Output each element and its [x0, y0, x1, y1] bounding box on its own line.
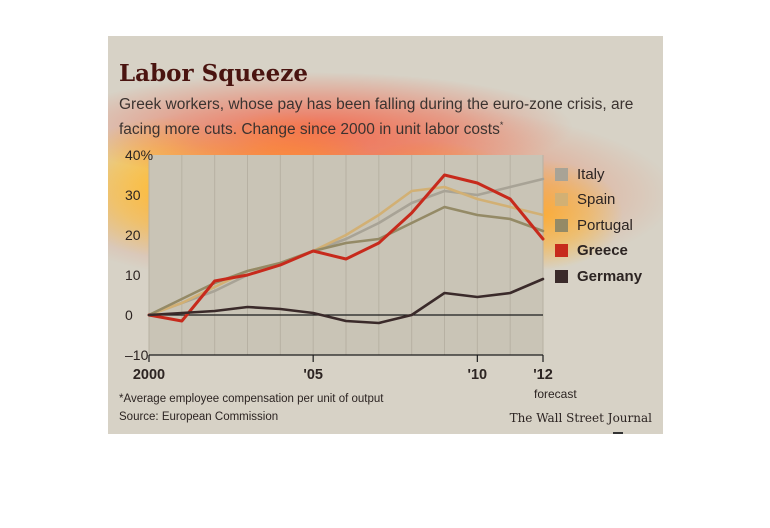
- subtitle-footnote-mark: *: [499, 120, 504, 130]
- chart-title: Labor Squeeze: [119, 60, 308, 87]
- footnote: *Average employee compensation per unit …: [119, 393, 384, 405]
- legend-label: Germany: [577, 267, 643, 285]
- legend-item: Greece: [555, 242, 628, 260]
- x-tick-label: '12: [533, 367, 553, 383]
- forecast-label: forecast: [534, 387, 577, 401]
- legend-label: Spain: [577, 191, 616, 208]
- series-line-greece: [147, 173, 545, 323]
- legend-label: Italy: [577, 165, 605, 183]
- legend-item: Italy: [555, 165, 605, 183]
- publisher-credit: The Wall Street Journal: [509, 411, 652, 425]
- series-line-germany: [147, 277, 545, 325]
- chart-card: Labor Squeeze Greek workers, whose pay h…: [108, 36, 663, 434]
- y-tick-label: 10: [125, 267, 141, 283]
- legend-item: Spain: [555, 191, 615, 209]
- legend-label: Greece: [577, 242, 628, 259]
- x-tick-label: '10: [468, 367, 488, 383]
- legend-label: Portugal: [577, 216, 633, 234]
- y-tick-label: 40%: [125, 147, 153, 163]
- credit-underline: [613, 432, 623, 434]
- chart-subtitle: Greek workers, whose pay has been fallin…: [119, 94, 659, 140]
- source-line: Source: European Commission: [119, 411, 279, 423]
- series-line-spain: [147, 185, 545, 317]
- x-tick-label: 2000: [133, 367, 165, 383]
- legend-swatch: [555, 269, 568, 283]
- subtitle-text: Greek workers, whose pay has been fallin…: [119, 96, 634, 139]
- y-tick-label: 30: [125, 187, 141, 203]
- line-chart: –10 0 10 20 30 40% 2000 '05 '10 '12: [125, 147, 553, 383]
- x-tick-label: '05: [303, 367, 323, 383]
- y-tick-label: –10: [125, 347, 149, 363]
- legend-swatch: [555, 244, 568, 257]
- legend-item: Germany: [555, 267, 642, 285]
- series-line-italy: [147, 177, 545, 317]
- legend-item: Portugal: [555, 216, 633, 234]
- y-tick-label: 20: [125, 227, 141, 243]
- legend-swatch: [555, 193, 568, 206]
- y-tick-label: 0: [125, 307, 133, 323]
- legend-swatch: [555, 218, 568, 232]
- legend-swatch: [555, 167, 568, 181]
